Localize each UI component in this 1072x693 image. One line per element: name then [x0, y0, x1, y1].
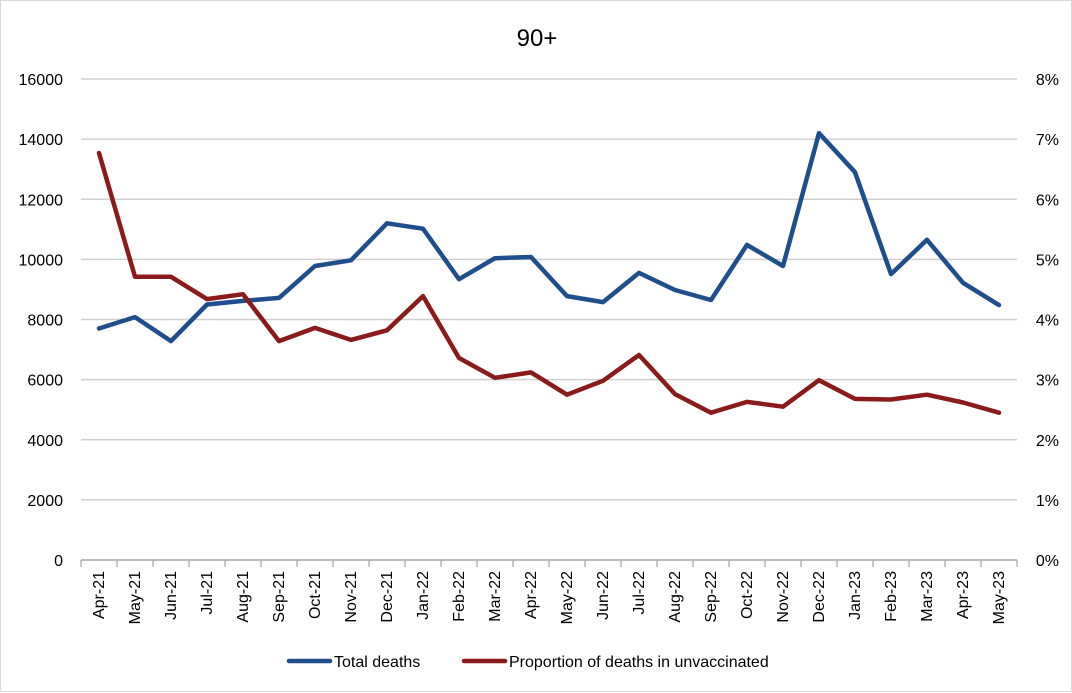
x-tick-label: Sep-22	[703, 571, 720, 623]
axes	[80, 559, 1018, 567]
left-tick-label: 8000	[27, 313, 63, 330]
unvaccinated-proportion-line	[96, 150, 1002, 415]
x-tick-label: Oct-21	[307, 571, 324, 619]
right-tick-label: 5%	[1036, 252, 1059, 269]
legend: Total deaths Proportion of deaths in unva…	[286, 654, 769, 671]
left-tick-label: 6000	[27, 373, 63, 390]
x-tick-label: Mar-23	[919, 571, 936, 622]
gridlines	[81, 78, 1017, 501]
x-tick-label: May-21	[127, 571, 144, 624]
right-tick-label: 0%	[1036, 553, 1059, 570]
x-tick-label: Jun-22	[595, 571, 612, 620]
x-tick-label: Dec-22	[811, 571, 828, 623]
x-tick-label: Jun-21	[163, 571, 180, 620]
total-deaths-line	[96, 130, 1002, 344]
x-tick-label: Nov-21	[343, 571, 360, 623]
x-tick-label: Jul-22	[631, 571, 648, 615]
left-tick-label: 0	[54, 553, 63, 570]
x-tick-label: Apr-23	[955, 571, 972, 619]
right-tick-label: 3%	[1036, 373, 1059, 390]
right-axis-tick-labels: 0% 1% 2% 3% 4% 5% 6% 7% 8%	[1036, 72, 1059, 570]
left-tick-label: 14000	[19, 132, 64, 149]
right-tick-label: 1%	[1036, 493, 1059, 510]
x-tick-label: May-23	[991, 571, 1008, 624]
x-tick-label: Jul-21	[199, 571, 216, 615]
left-tick-label: 4000	[27, 433, 63, 450]
chart-title: 90+	[517, 25, 558, 52]
left-tick-label: 16000	[19, 72, 64, 89]
x-tick-label: Oct-22	[739, 571, 756, 619]
left-axis-tick-labels: 0 2000 4000 6000 8000 10000 12000 14000 16000	[19, 72, 64, 570]
x-tick-label: Jan-23	[847, 571, 864, 620]
right-tick-label: 6%	[1036, 192, 1059, 209]
legend-label: Proportion of deaths in unvaccinated	[509, 654, 769, 671]
left-tick-label: 2000	[27, 493, 63, 510]
x-tick-label: Nov-22	[775, 571, 792, 623]
series-lines	[96, 130, 1002, 415]
x-tick-label: Feb-22	[451, 571, 468, 622]
x-tick-label: Dec-21	[379, 571, 396, 623]
x-tick-label: Sep-21	[271, 571, 288, 623]
x-tick-label: Jan-22	[415, 571, 432, 620]
x-tick-label: May-22	[559, 571, 576, 624]
x-tick-label: Aug-22	[667, 571, 684, 623]
legend-label: Total deaths	[334, 654, 420, 671]
x-tick-label: Apr-21	[91, 571, 108, 619]
x-tick-label: Aug-21	[235, 571, 252, 623]
x-tick-label: Mar-22	[487, 571, 504, 622]
left-tick-label: 10000	[19, 252, 64, 269]
right-tick-label: 2%	[1036, 433, 1059, 450]
right-tick-label: 8%	[1036, 72, 1059, 89]
left-tick-label: 12000	[19, 192, 64, 209]
right-tick-label: 4%	[1036, 313, 1059, 330]
x-axis-tick-labels: Apr-21 May-21 Jun-21 Jul-21 Aug-21 Sep-21 Oct-…	[91, 571, 1008, 624]
right-tick-label: 7%	[1036, 132, 1059, 149]
x-tick-label: Apr-22	[523, 571, 540, 619]
x-tick-label: Feb-23	[883, 571, 900, 622]
